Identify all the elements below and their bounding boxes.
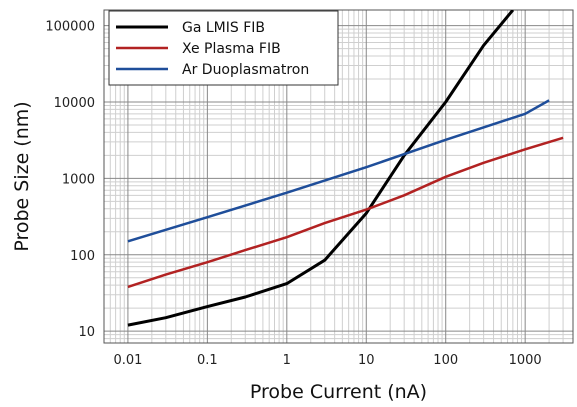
y-axis-ticks: 10 100 1000 10000 100000 xyxy=(45,20,95,341)
y-tick-label: 100000 xyxy=(45,20,95,35)
y-tick-label: 1000 xyxy=(62,172,95,187)
x-axis-ticks: 0.01 0.1 1 10 100 1000 xyxy=(113,353,541,368)
legend: Ga LMIS FIB Xe Plasma FIB Ar Duoplasmatron xyxy=(108,10,339,86)
y-tick-label: 10000 xyxy=(54,96,95,111)
x-tick-label: 100 xyxy=(433,353,458,368)
legend-label: Ar Duoplasmatron xyxy=(182,62,309,78)
y-axis-title: Probe Size (nm) xyxy=(11,101,33,251)
x-tick-label: 10 xyxy=(358,353,375,368)
series-line-xe-plasma-fib xyxy=(127,136,564,289)
y-tick-label: 10 xyxy=(78,325,95,340)
legend-label: Ga LMIS FIB xyxy=(182,20,265,36)
plot-frame xyxy=(103,9,574,344)
series-line-ar-duoplasmatron xyxy=(127,99,550,243)
legend-label: Xe Plasma FIB xyxy=(182,41,281,57)
x-tick-label: 1000 xyxy=(509,353,542,368)
series-line-ga-lmis-fib xyxy=(127,10,515,327)
series-lines xyxy=(127,10,564,327)
x-tick-label: 0.1 xyxy=(197,353,218,368)
x-axis-title: Probe Current (nA) xyxy=(250,381,427,403)
x-tick-label: 1 xyxy=(283,353,291,368)
x-tick-label: 0.01 xyxy=(113,353,142,368)
y-tick-label: 100 xyxy=(70,249,95,264)
